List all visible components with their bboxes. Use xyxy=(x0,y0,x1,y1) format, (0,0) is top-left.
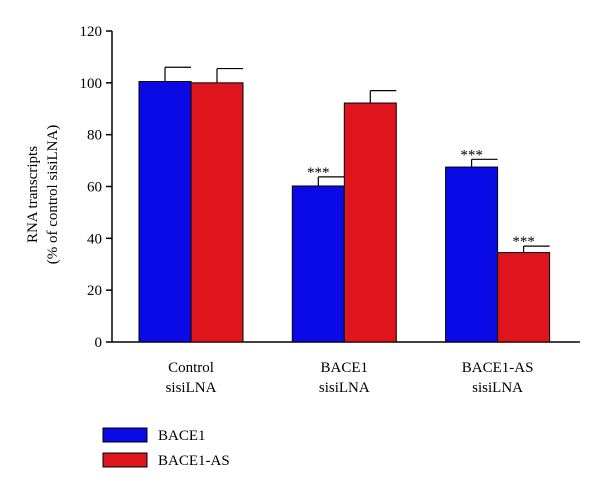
x-tick-label: sisiLNA xyxy=(472,380,523,396)
y-tick-label: 60 xyxy=(87,180,102,196)
bar xyxy=(497,252,551,343)
bar xyxy=(138,81,192,343)
legend: BACE1 BACE1-AS xyxy=(102,427,230,469)
y-tick-label: 0 xyxy=(95,335,103,351)
y-axis-title-line: (% of control sisiLNA) xyxy=(45,125,61,265)
legend-swatch xyxy=(102,427,148,443)
bar xyxy=(343,102,397,343)
y-tick-label: 40 xyxy=(87,231,102,247)
y-axis-ticks: 0 20 40 60 80 100 120 xyxy=(80,24,112,351)
x-tick-label: sisiLNA xyxy=(319,380,370,396)
significance-label: *** xyxy=(460,147,483,163)
y-axis-title: RNA transcripts (% of control sisiLNA) xyxy=(25,125,61,265)
significance-label: *** xyxy=(512,234,535,250)
bar xyxy=(190,82,244,343)
bars: *** *** *** xyxy=(138,66,551,343)
bar xyxy=(445,166,499,343)
x-tick-label: Control xyxy=(168,360,214,376)
y-tick-label: 100 xyxy=(80,76,103,92)
legend-swatch xyxy=(102,452,148,468)
bar xyxy=(291,185,345,343)
y-tick-label: 120 xyxy=(80,24,103,40)
y-tick-label: 20 xyxy=(87,283,102,299)
y-axis-title-line: RNA transcripts xyxy=(25,146,41,243)
x-tick-label: sisiLNA xyxy=(166,380,217,396)
y-tick-label: 80 xyxy=(87,128,102,144)
x-tick-label: BACE1-AS xyxy=(462,360,534,376)
significance-label: *** xyxy=(307,165,330,181)
legend-label: BACE1-AS xyxy=(158,453,230,469)
x-axis-labels: Control sisiLNA BACE1 sisiLNA BACE1-AS sisiLN… xyxy=(166,360,534,396)
legend-label: BACE1 xyxy=(158,428,206,444)
x-tick-label: BACE1 xyxy=(321,360,369,376)
